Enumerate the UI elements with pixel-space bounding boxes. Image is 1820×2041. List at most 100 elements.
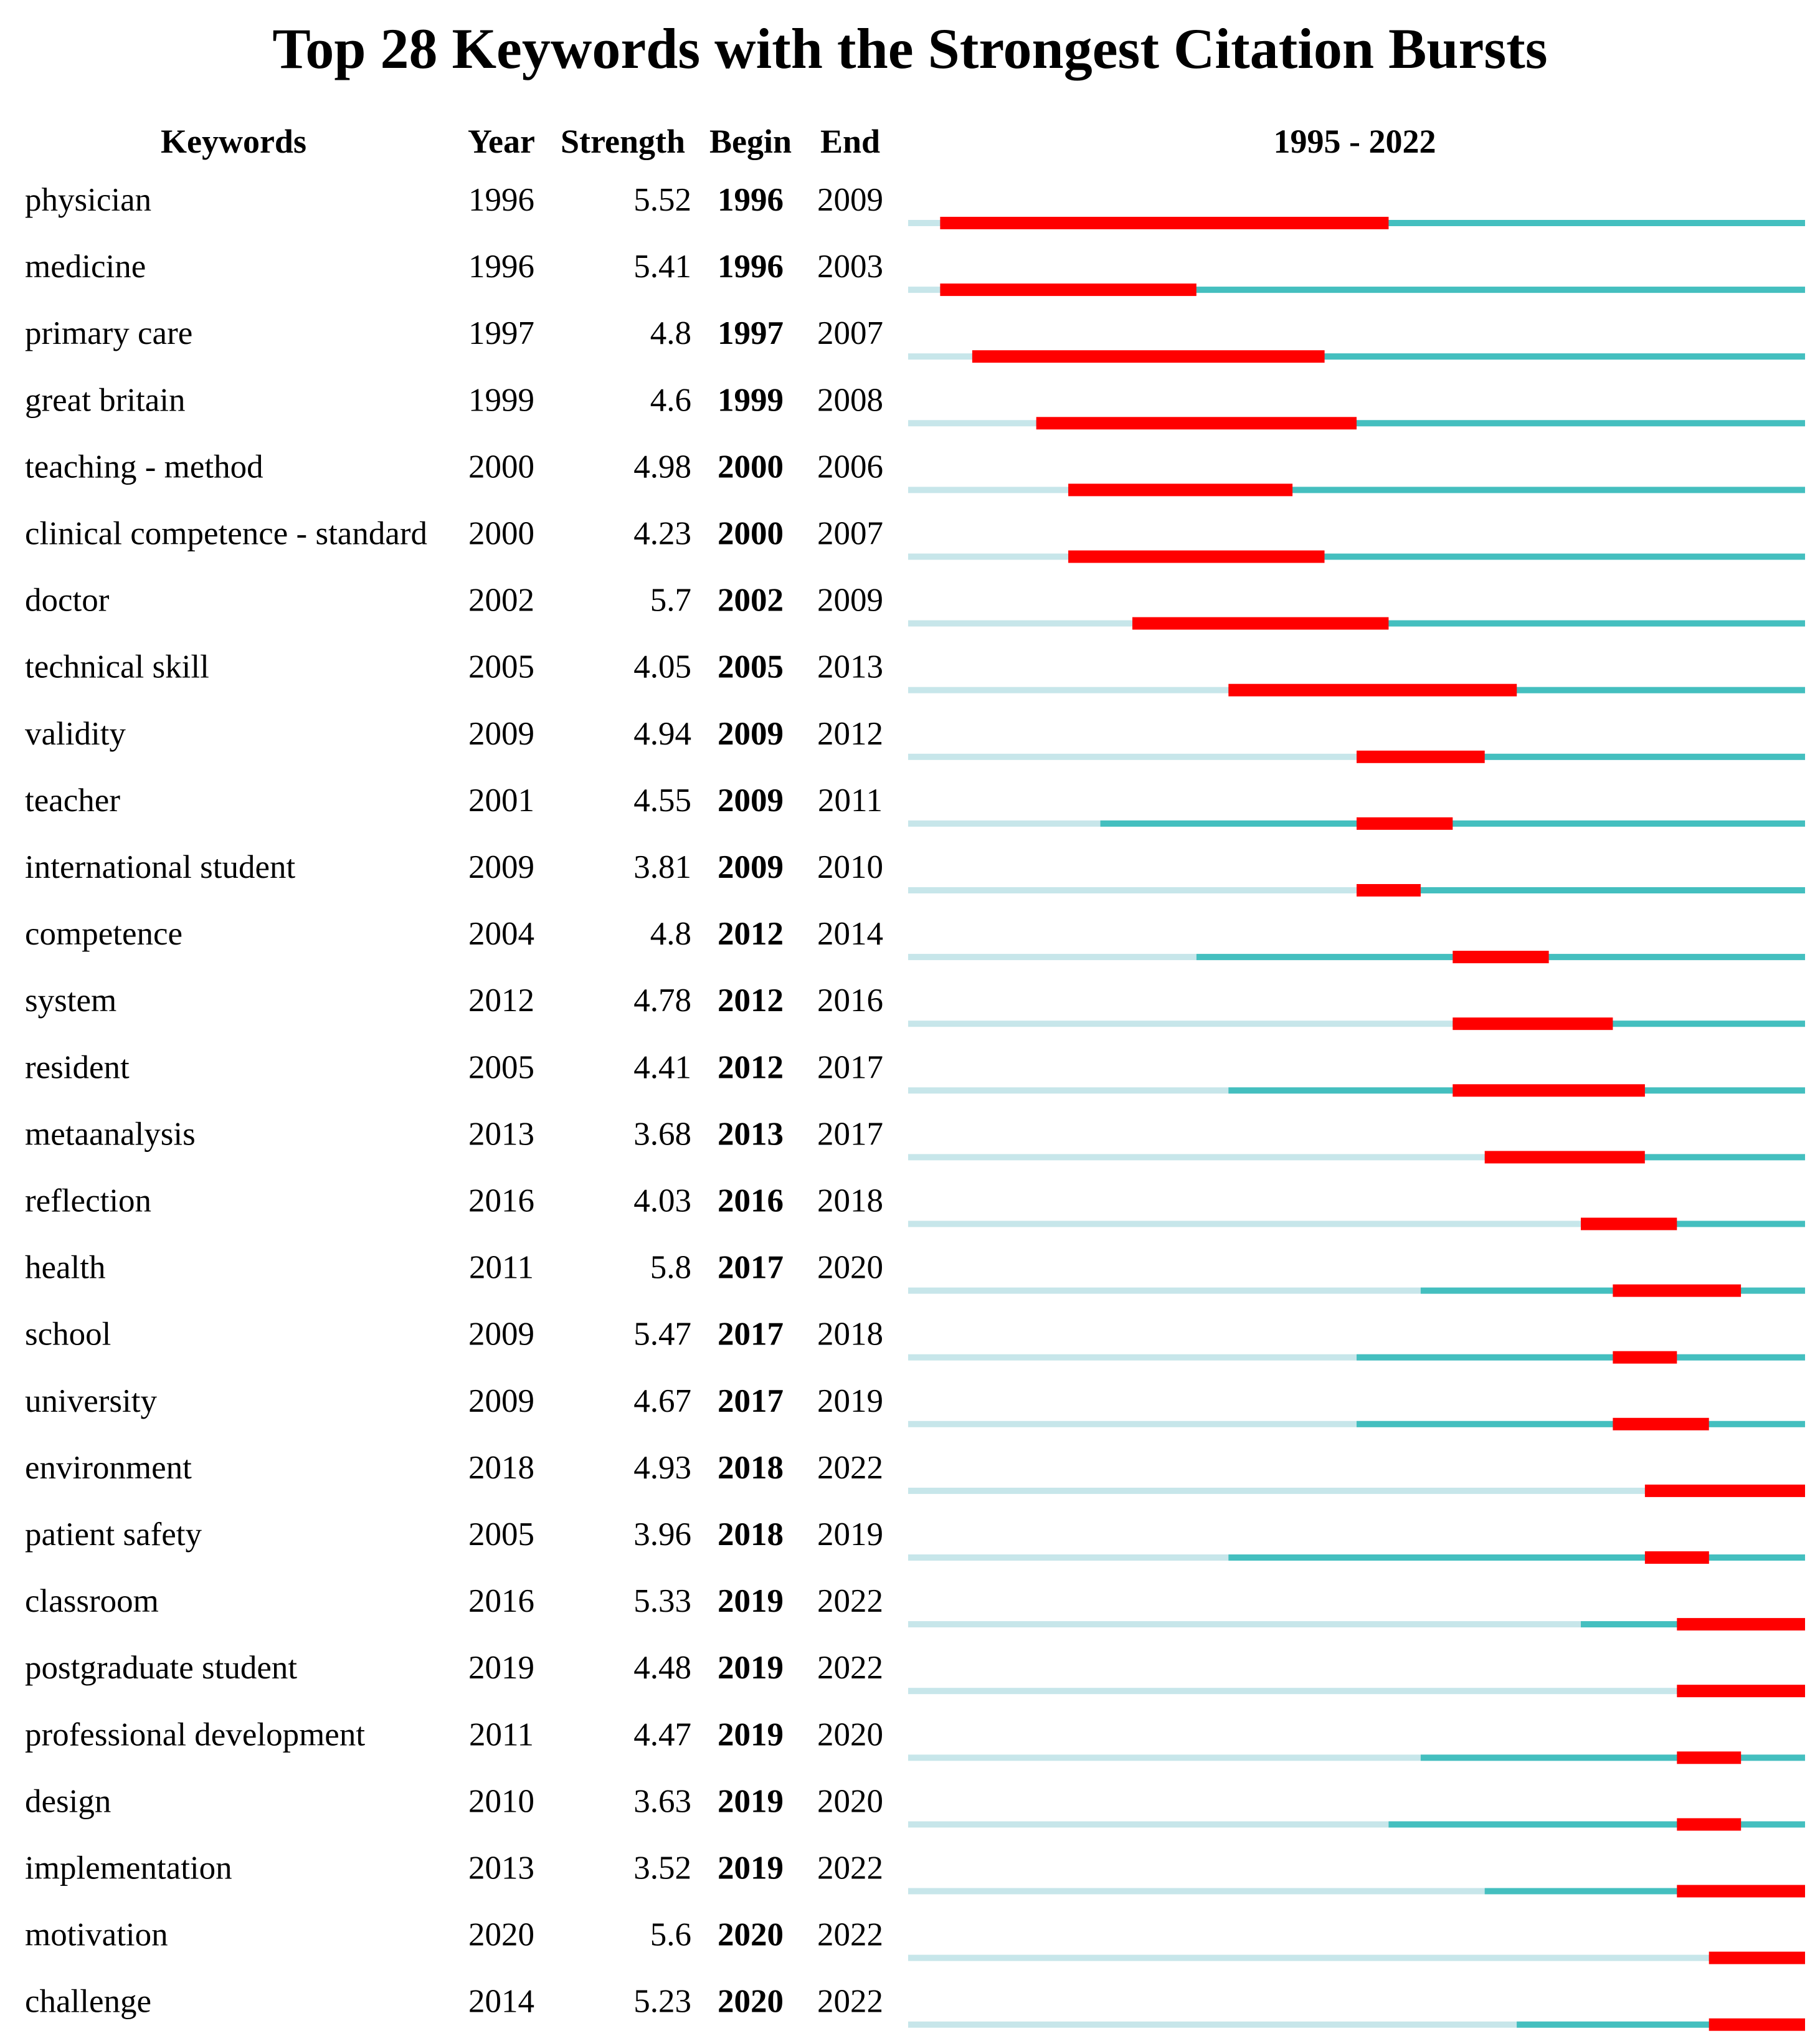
- keyword-label: great britain: [25, 382, 186, 418]
- timeline-inactive: [908, 1020, 1805, 1027]
- keyword-label: physician: [25, 182, 151, 218]
- keyword-label: metaanalysis: [25, 1116, 196, 1152]
- burst-bar: [1644, 1551, 1709, 1564]
- begin-value: 2019: [718, 1850, 784, 1886]
- burst-bar: [1036, 417, 1357, 430]
- year-value: 2009: [468, 849, 534, 885]
- end-value: 2022: [817, 1984, 883, 2020]
- burst-bar: [1068, 483, 1293, 497]
- begin-value: 2002: [718, 583, 784, 619]
- keyword-label: university: [25, 1383, 157, 1419]
- begin-value: 1996: [718, 249, 784, 285]
- burst-bar: [1228, 683, 1517, 697]
- end-value: 2019: [817, 1383, 883, 1419]
- strength-value: 4.98: [633, 449, 691, 485]
- strength-value: 4.23: [633, 516, 691, 552]
- burst-bar: [972, 350, 1325, 363]
- end-value: 2022: [817, 1450, 883, 1486]
- timeline-active: [1357, 1420, 1805, 1427]
- burst-bar: [1709, 1951, 1805, 1964]
- end-value: 2016: [817, 982, 883, 1019]
- year-value: 2009: [468, 716, 534, 752]
- timeline-active: [972, 353, 1805, 360]
- end-value: 2006: [817, 449, 883, 485]
- year-value: 2000: [468, 449, 534, 485]
- begin-value: 2019: [718, 1716, 784, 1753]
- begin-value: 2020: [718, 1917, 784, 1953]
- timeline-active: [1484, 1888, 1805, 1895]
- chart-title: Top 28 Keywords with the Strongest Citat…: [272, 17, 1548, 80]
- keyword-label: competence: [25, 916, 182, 952]
- header-keywords: Keywords: [161, 123, 306, 160]
- end-value: 2019: [817, 1516, 883, 1553]
- burst-bar: [1613, 1417, 1709, 1430]
- burst-bar: [1677, 1885, 1805, 1898]
- strength-value: 5.8: [650, 1250, 691, 1286]
- timeline-active: [1068, 487, 1805, 493]
- year-value: 1996: [468, 182, 534, 218]
- burst-bar: [940, 217, 1389, 229]
- timeline-inactive: [908, 1487, 1805, 1494]
- keyword-label: professional development: [25, 1716, 365, 1753]
- keyword-label: clinical competence - standard: [25, 516, 427, 552]
- year-value: 1999: [468, 382, 534, 418]
- strength-value: 5.52: [633, 182, 691, 218]
- year-value: 2011: [469, 1716, 534, 1753]
- keyword-label: design: [25, 1783, 111, 1819]
- strength-value: 4.6: [650, 382, 691, 418]
- begin-value: 2013: [718, 1116, 784, 1152]
- keyword-label: medicine: [25, 249, 146, 285]
- end-value: 2022: [817, 1917, 883, 1953]
- keyword-label: motivation: [25, 1917, 168, 1953]
- year-value: 2002: [468, 583, 534, 619]
- keyword-label: school: [25, 1316, 111, 1353]
- burst-bar: [940, 283, 1197, 297]
- timeline-active: [1357, 887, 1805, 893]
- year-value: 2005: [468, 1049, 534, 1085]
- header-range: 1995 - 2022: [1274, 123, 1436, 160]
- timeline-active: [1036, 420, 1805, 427]
- end-value: 2020: [817, 1783, 883, 1819]
- strength-value: 3.63: [633, 1783, 691, 1819]
- strength-value: 4.55: [633, 783, 691, 819]
- year-value: 2010: [468, 1783, 534, 1819]
- strength-value: 5.23: [633, 1984, 691, 2020]
- year-value: 2011: [469, 1250, 534, 1286]
- year-value: 2001: [468, 783, 534, 819]
- header-end: End: [820, 123, 880, 160]
- year-value: 2019: [468, 1650, 534, 1686]
- year-value: 2009: [468, 1383, 534, 1419]
- year-value: 2009: [468, 1316, 534, 1353]
- begin-value: 2009: [718, 716, 784, 752]
- begin-value: 2009: [718, 849, 784, 885]
- timeline-active: [940, 287, 1805, 293]
- burst-bar: [1357, 750, 1485, 763]
- header-year: Year: [468, 123, 535, 160]
- strength-value: 3.81: [633, 849, 691, 885]
- timeline-inactive: [908, 1220, 1805, 1227]
- keyword-label: international student: [25, 849, 295, 885]
- end-value: 2022: [817, 1850, 883, 1886]
- timeline-active: [1388, 1821, 1805, 1828]
- burst-bar: [1613, 1284, 1742, 1297]
- begin-value: 2019: [718, 1583, 784, 1619]
- begin-value: 2019: [718, 1650, 784, 1686]
- end-value: 2020: [817, 1250, 883, 1286]
- end-value: 2009: [817, 583, 883, 619]
- keyword-label: primary care: [25, 315, 192, 351]
- burst-bar: [1581, 1217, 1677, 1230]
- begin-value: 1997: [718, 315, 784, 351]
- year-value: 1996: [468, 249, 534, 285]
- end-value: 2008: [817, 382, 883, 418]
- end-value: 2020: [817, 1716, 883, 1753]
- keyword-label: patient safety: [25, 1516, 202, 1553]
- strength-value: 5.33: [633, 1583, 691, 1619]
- burst-bar: [1453, 1084, 1645, 1097]
- begin-value: 2000: [718, 449, 784, 485]
- year-value: 1997: [468, 315, 534, 351]
- keyword-label: teacher: [25, 783, 120, 819]
- timeline-active: [1517, 2021, 1805, 2028]
- keyword-label: environment: [25, 1450, 192, 1486]
- timeline-inactive: [908, 1287, 1805, 1294]
